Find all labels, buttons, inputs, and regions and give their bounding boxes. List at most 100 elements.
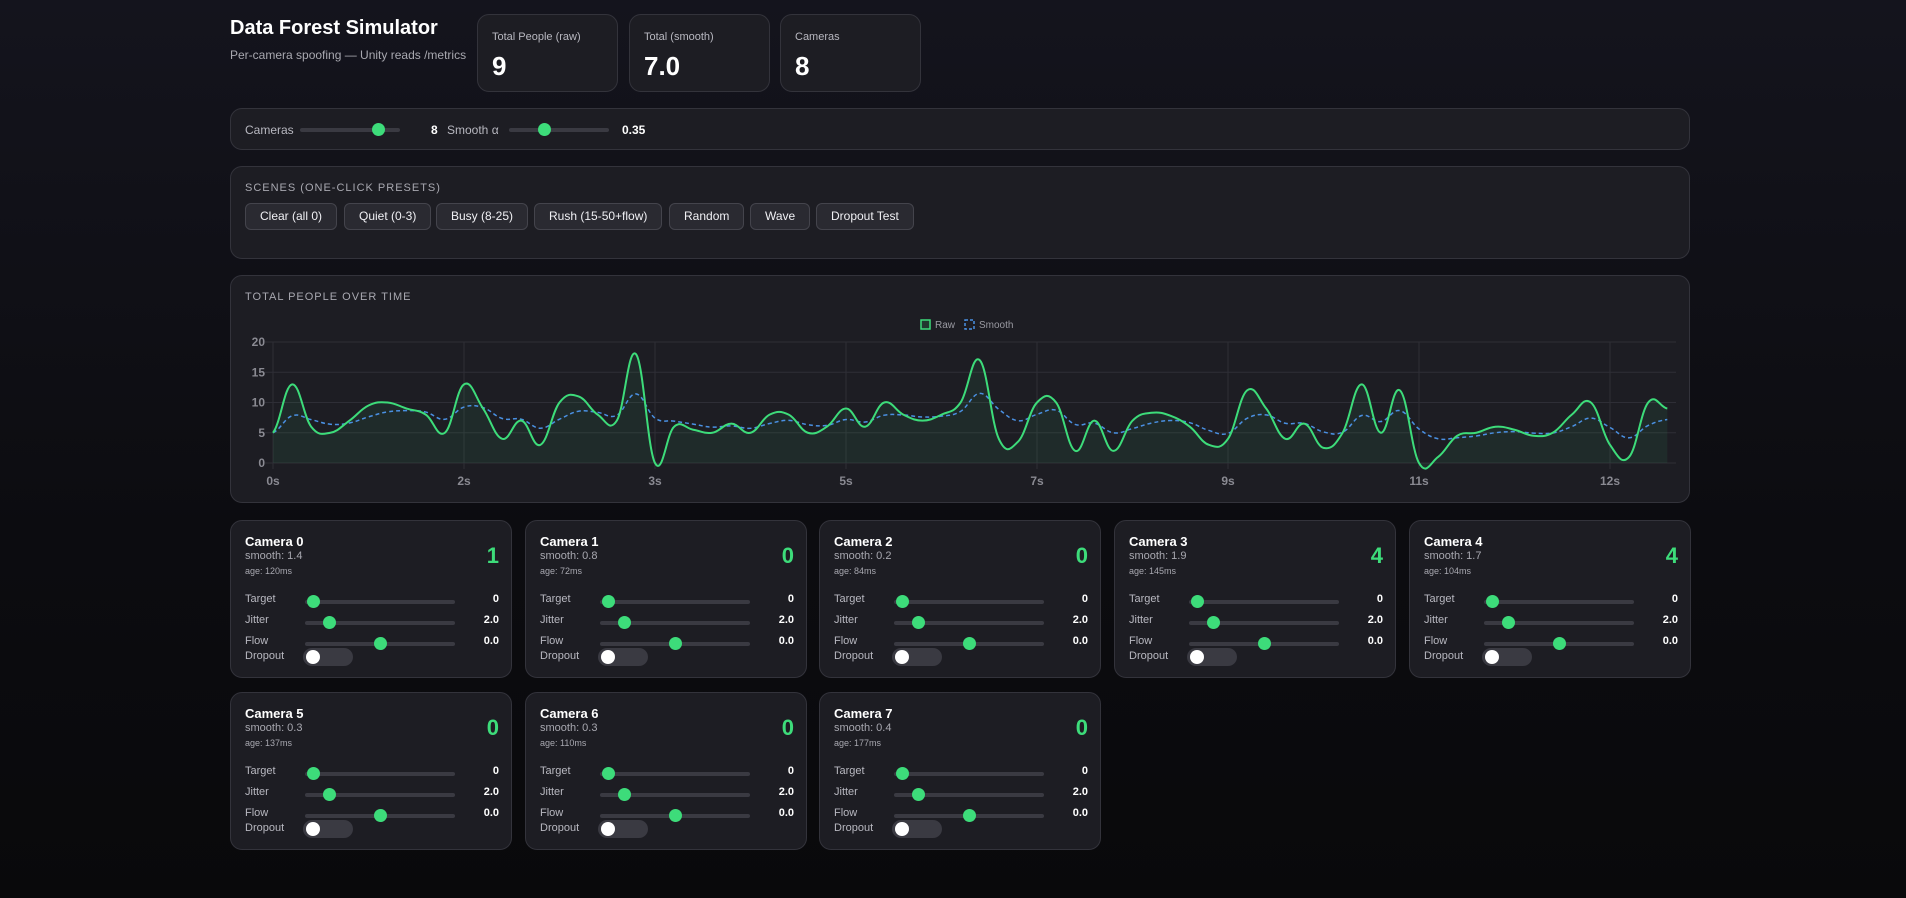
flow-slider[interactable] bbox=[305, 809, 455, 822]
target-slider[interactable] bbox=[305, 767, 455, 780]
target-value: 0 bbox=[1376, 593, 1383, 605]
slider-thumb[interactable] bbox=[1207, 616, 1220, 629]
toggle-knob bbox=[306, 822, 320, 836]
camera-age: age: 145ms bbox=[1129, 566, 1177, 576]
slider-thumb[interactable] bbox=[538, 123, 551, 136]
jitter-label: Jitter bbox=[540, 786, 564, 798]
flow-slider[interactable] bbox=[600, 637, 750, 650]
scene-quiet-button[interactable]: Quiet (0-3) bbox=[344, 203, 432, 230]
slider-thumb[interactable] bbox=[912, 788, 925, 801]
scene-rush-button[interactable]: Rush (15-50+flow) bbox=[534, 203, 663, 230]
slider-thumb[interactable] bbox=[1502, 616, 1515, 629]
jitter-slider[interactable] bbox=[894, 788, 1044, 801]
toggle-knob bbox=[1190, 650, 1204, 664]
slider-thumb[interactable] bbox=[669, 637, 682, 650]
jitter-label: Jitter bbox=[1424, 614, 1448, 626]
jitter-value: 2.0 bbox=[1072, 614, 1088, 626]
dropout-toggle[interactable] bbox=[892, 648, 942, 666]
camera-count: 0 bbox=[781, 543, 794, 568]
y-tick-label: 0 bbox=[258, 456, 265, 470]
scene-random-button[interactable]: Random bbox=[669, 203, 745, 230]
cameras-slider[interactable] bbox=[300, 123, 400, 136]
scene-busy-button[interactable]: Busy (8-25) bbox=[436, 203, 529, 230]
target-slider[interactable] bbox=[894, 767, 1044, 780]
slider-thumb[interactable] bbox=[1485, 595, 1499, 608]
scene-dropout-test-button[interactable]: Dropout Test bbox=[816, 203, 914, 230]
slider-thumb[interactable] bbox=[372, 123, 385, 136]
slider-thumb[interactable] bbox=[374, 637, 387, 650]
slider-thumb[interactable] bbox=[1553, 637, 1566, 650]
slider-thumb[interactable] bbox=[323, 788, 336, 801]
flow-label: Flow bbox=[540, 635, 564, 647]
cameras-label: Cameras bbox=[245, 123, 294, 137]
dropout-toggle[interactable] bbox=[892, 820, 942, 838]
jitter-slider[interactable] bbox=[305, 788, 455, 801]
slider-thumb[interactable] bbox=[601, 595, 615, 608]
smooth-series-line bbox=[272, 392, 1668, 441]
target-value: 0 bbox=[1081, 593, 1088, 605]
flow-label: Flow bbox=[245, 635, 269, 647]
flow-slider[interactable] bbox=[894, 637, 1044, 650]
slider-thumb[interactable] bbox=[912, 616, 925, 629]
target-label: Target bbox=[834, 593, 865, 605]
dropout-toggle[interactable] bbox=[598, 648, 648, 666]
slider-thumb[interactable] bbox=[374, 809, 387, 822]
jitter-slider[interactable] bbox=[894, 616, 1044, 629]
flow-slider[interactable] bbox=[305, 637, 455, 650]
scene-clear-button[interactable]: Clear (all 0) bbox=[245, 203, 338, 230]
jitter-slider[interactable] bbox=[600, 788, 750, 801]
slider-thumb[interactable] bbox=[323, 616, 336, 629]
raw-series-line bbox=[272, 352, 1668, 470]
stat-value: 8 bbox=[795, 51, 810, 81]
camera-count: 1 bbox=[486, 543, 499, 568]
slider-thumb[interactable] bbox=[601, 767, 615, 780]
jitter-value: 2.0 bbox=[778, 786, 794, 798]
flow-slider[interactable] bbox=[894, 809, 1044, 822]
slider-thumb[interactable] bbox=[895, 595, 909, 608]
jitter-value: 2.0 bbox=[483, 786, 499, 798]
slider-thumb[interactable] bbox=[669, 809, 682, 822]
scene-wave-button[interactable]: Wave bbox=[750, 203, 811, 230]
slider-thumb[interactable] bbox=[963, 809, 976, 822]
jitter-slider[interactable] bbox=[1484, 616, 1634, 629]
toggle-knob bbox=[1485, 650, 1499, 664]
dropout-toggle[interactable] bbox=[1482, 648, 1532, 666]
target-slider[interactable] bbox=[1484, 595, 1634, 608]
target-slider[interactable] bbox=[894, 595, 1044, 608]
flow-slider[interactable] bbox=[1484, 637, 1634, 650]
dropout-label: Dropout bbox=[834, 822, 874, 834]
dropout-toggle[interactable] bbox=[303, 648, 353, 666]
x-tick-label: 3s bbox=[648, 474, 662, 488]
target-slider[interactable] bbox=[600, 595, 750, 608]
dropout-label: Dropout bbox=[834, 650, 874, 662]
flow-slider[interactable] bbox=[600, 809, 750, 822]
slider-thumb[interactable] bbox=[895, 767, 909, 780]
slider-thumb[interactable] bbox=[618, 788, 631, 801]
jitter-slider[interactable] bbox=[305, 616, 455, 629]
flow-label: Flow bbox=[1424, 635, 1448, 647]
slider-thumb[interactable] bbox=[618, 616, 631, 629]
target-slider[interactable] bbox=[1189, 595, 1339, 608]
camera-count: 4 bbox=[1665, 543, 1678, 568]
flow-slider[interactable] bbox=[1189, 637, 1339, 650]
camera-smooth: smooth: 0.4 bbox=[834, 722, 892, 734]
camera-card: Camera 7 smooth: 0.4 age: 177ms 0 Target … bbox=[819, 692, 1101, 850]
slider-thumb[interactable] bbox=[306, 595, 320, 608]
jitter-slider[interactable] bbox=[600, 616, 750, 629]
camera-name: Camera 5 bbox=[245, 706, 304, 721]
jitter-label: Jitter bbox=[245, 786, 269, 798]
dropout-label: Dropout bbox=[1129, 650, 1169, 662]
target-slider[interactable] bbox=[305, 595, 455, 608]
dropout-toggle[interactable] bbox=[303, 820, 353, 838]
slider-thumb[interactable] bbox=[963, 637, 976, 650]
slider-thumb[interactable] bbox=[1258, 637, 1271, 650]
slider-thumb[interactable] bbox=[1190, 595, 1204, 608]
dropout-toggle[interactable] bbox=[1187, 648, 1237, 666]
legend-smooth-label: Smooth bbox=[979, 320, 1013, 331]
target-slider[interactable] bbox=[600, 767, 750, 780]
camera-card: Camera 1 smooth: 0.8 age: 72ms 0 Target 0… bbox=[525, 520, 807, 678]
dropout-toggle[interactable] bbox=[598, 820, 648, 838]
smooth-alpha-slider[interactable] bbox=[509, 123, 609, 136]
jitter-slider[interactable] bbox=[1189, 616, 1339, 629]
slider-thumb[interactable] bbox=[306, 767, 320, 780]
